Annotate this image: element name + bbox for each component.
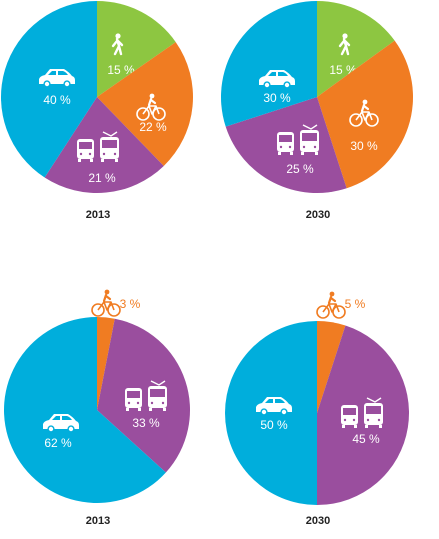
bicycle-icon	[349, 99, 379, 127]
pie-chart-3: 3 % 33 % 62 % 2013	[4, 289, 191, 527]
slice-value-label: 30 %	[263, 91, 291, 105]
bus-tram-icon	[277, 124, 319, 155]
slice-value-label: 33 %	[132, 416, 160, 430]
car-icon	[43, 414, 79, 433]
slice-value-label: 45 %	[352, 432, 380, 446]
car-icon	[39, 69, 75, 88]
pie-slice-transit	[97, 318, 191, 473]
slice-value-label: 40 %	[43, 93, 71, 107]
car-icon	[259, 70, 295, 89]
car-icon	[256, 397, 292, 416]
chart-year-label: 2030	[306, 515, 330, 527]
pie-slice-transit	[317, 325, 410, 505]
chart-year-label: 2013	[86, 209, 110, 221]
slice-value-label: 22 %	[139, 120, 167, 134]
slice-value-label: 15 %	[107, 63, 135, 77]
pie-slice-car	[221, 1, 317, 127]
slice-value-label: 3 %	[120, 297, 141, 311]
pie-slice-car	[4, 317, 166, 503]
pie-slice-bike	[97, 42, 194, 166]
pie-slice-car	[0, 1, 97, 178]
bicycle-icon	[91, 289, 121, 317]
pie-slice-walk	[317, 0, 395, 97]
slice-value-label: 30 %	[350, 139, 378, 153]
bicycle-icon	[316, 291, 346, 319]
pie-slice-bike	[97, 316, 115, 410]
slice-value-label: 62 %	[44, 436, 72, 450]
slice-value-label: 50 %	[260, 418, 288, 432]
slice-value-label: 25 %	[286, 162, 314, 176]
slice-value-label: 5 %	[345, 297, 366, 311]
pie-chart-2: 15 %30 %25 %30 %2030	[221, 0, 414, 221]
bus-tram-icon	[125, 380, 167, 411]
pie-slice-car	[225, 321, 317, 505]
chart-year-label: 2013	[86, 515, 110, 527]
pie-slice-walk	[97, 1, 176, 97]
chart-year-label: 2030	[306, 209, 330, 221]
bus-tram-icon	[77, 131, 119, 162]
pie-slice-bike	[317, 40, 414, 189]
pedestrian-icon	[111, 33, 124, 56]
pedestrian-icon	[338, 33, 351, 56]
bus-tram-icon	[341, 397, 383, 428]
pie-chart-1: 15 % 22 % 21 % 40 % 2013	[0, 1, 194, 221]
slice-value-label: 21 %	[88, 171, 116, 185]
bicycle-icon	[136, 93, 166, 121]
pie-chart-4: 5 % 45 % 50 % 2030	[225, 291, 410, 527]
pie-slice-bike	[317, 321, 346, 413]
